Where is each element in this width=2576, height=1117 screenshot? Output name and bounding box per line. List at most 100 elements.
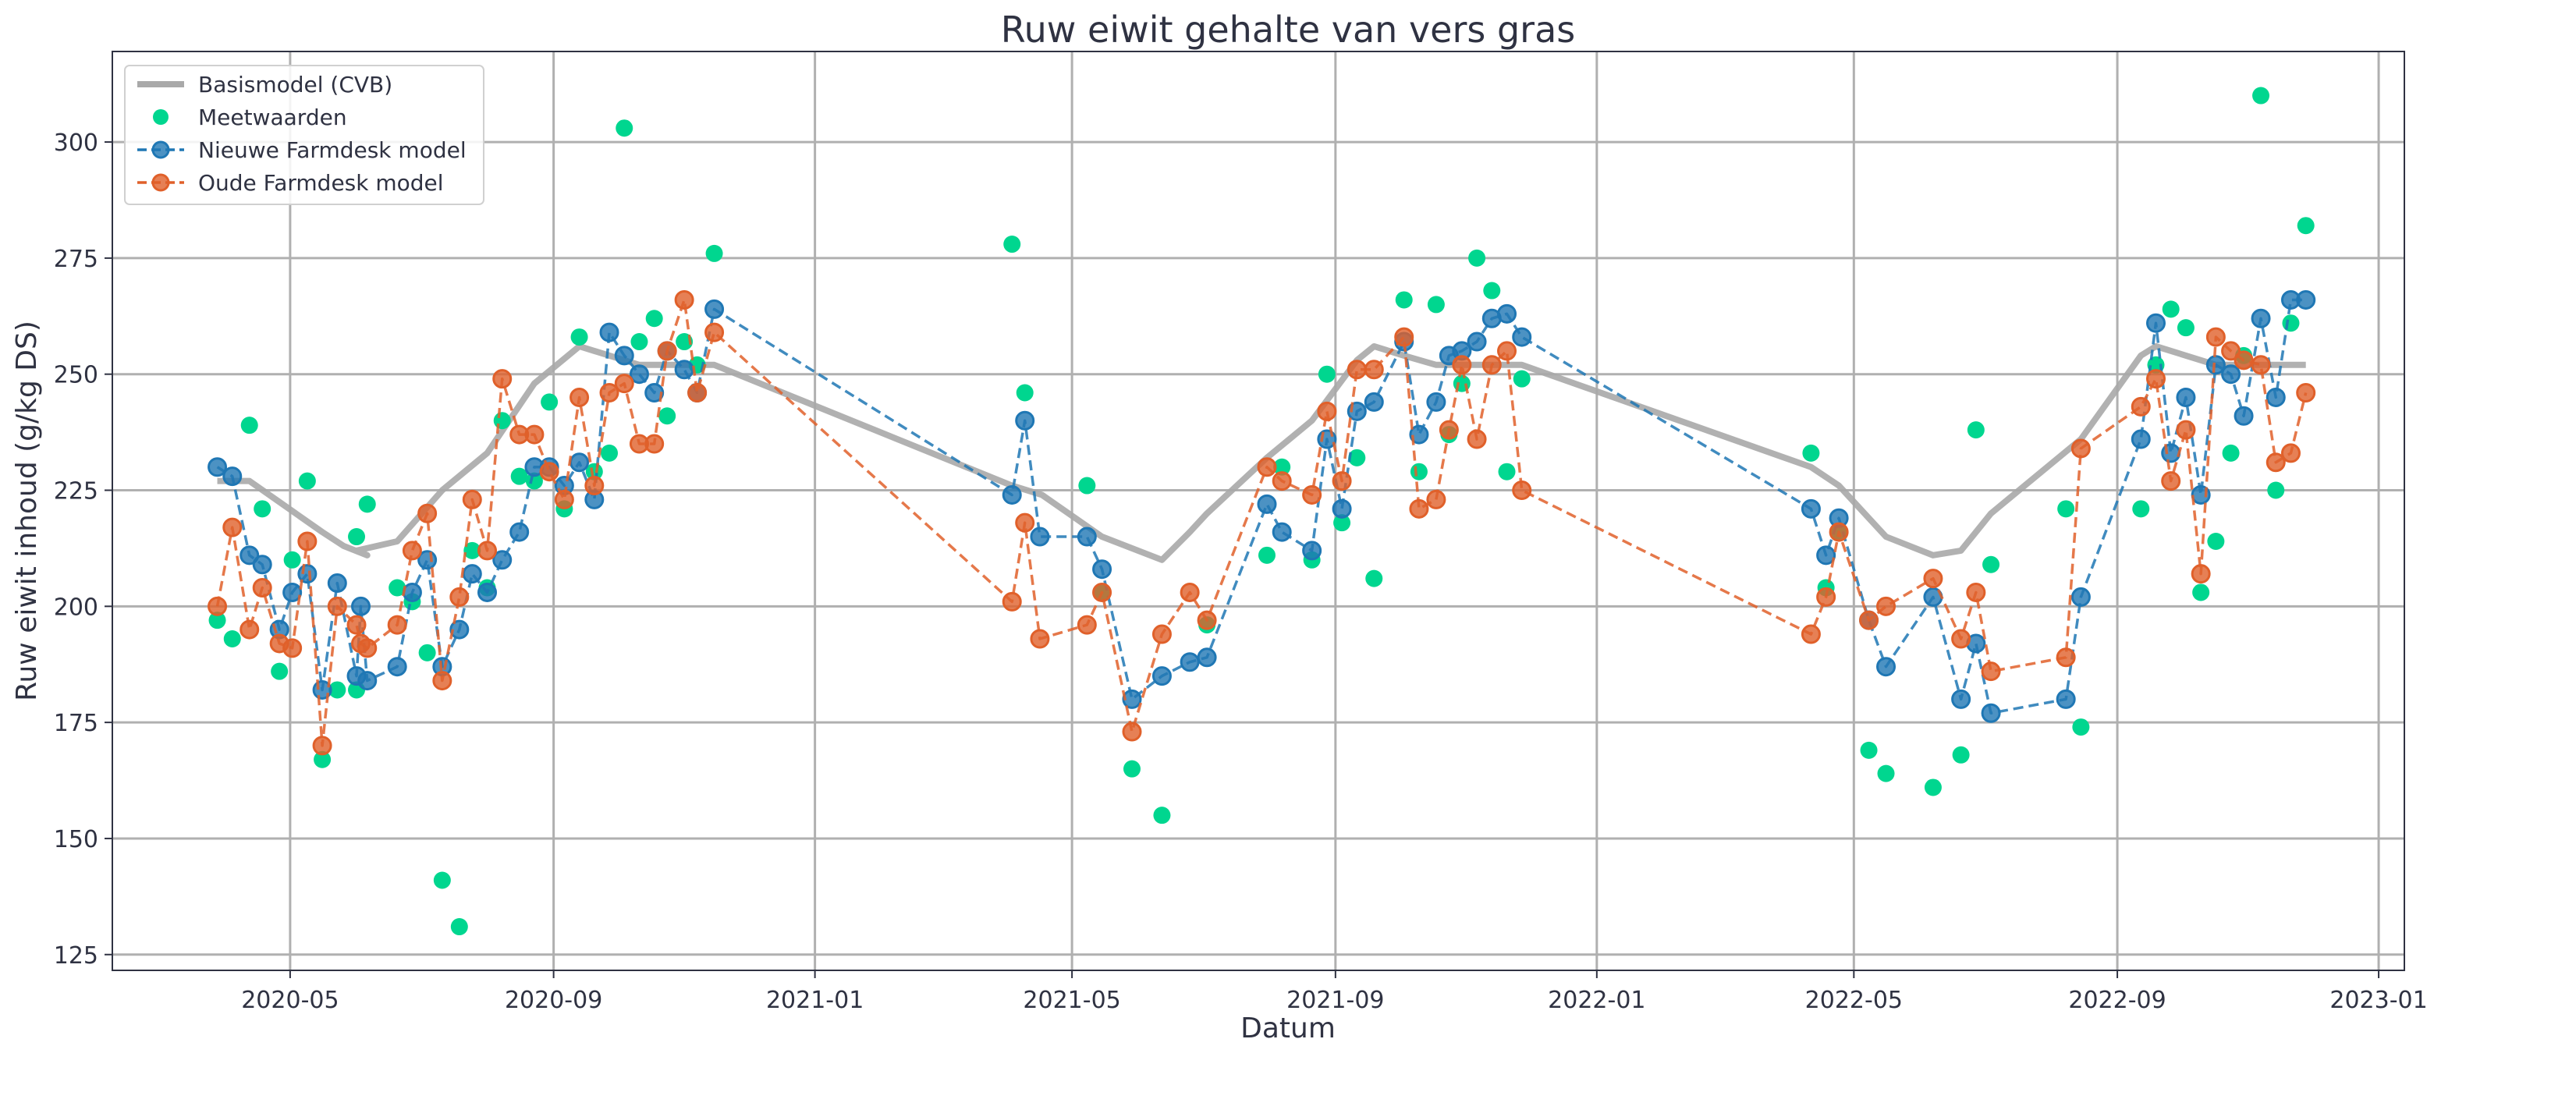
- data-point: [1332, 471, 1352, 491]
- legend-entry-basismodel: Basismodel (CVB): [137, 72, 392, 98]
- data-point: [208, 596, 228, 616]
- data-point: [1409, 424, 1429, 445]
- data-point: [1497, 303, 1517, 324]
- legend-box: [124, 65, 484, 205]
- data-point: [1257, 494, 1277, 514]
- data-point: [2280, 443, 2301, 463]
- data-point: [599, 322, 619, 342]
- data-point: [462, 489, 482, 509]
- data-point: [1513, 370, 1531, 388]
- data-point: [1002, 484, 1022, 505]
- data-point: [283, 551, 301, 569]
- data-point: [1395, 291, 1413, 309]
- data-point: [222, 517, 243, 537]
- data-point: [449, 587, 470, 607]
- data-point: [252, 578, 272, 598]
- data-point: [1302, 541, 1322, 561]
- legend-entry-meetwaarden: Meetwaarden: [153, 105, 347, 130]
- x-tick-label: 2022-01: [1548, 987, 1645, 1014]
- data-point: [450, 918, 468, 936]
- data-point: [2070, 438, 2091, 459]
- legend-entry-nieuwe-farmdesk: Nieuwe Farmdesk model: [137, 137, 467, 163]
- data-point: [402, 541, 422, 561]
- data-point: [2056, 647, 2076, 668]
- data-point: [1951, 689, 1971, 709]
- data-point: [1364, 360, 1384, 380]
- data-point: [1512, 480, 1532, 501]
- ticks: 2020-05 2020-09 2021-01 2021-05 2021-09 2022-…: [54, 129, 2428, 1014]
- nieuwe-farmdesk-line: [216, 298, 2306, 715]
- data-point: [2205, 327, 2226, 347]
- x-tick-label: 2022-09: [2068, 987, 2166, 1014]
- data-point: [1439, 420, 1459, 440]
- data-point: [1092, 559, 1112, 580]
- legend: Basismodel (CVB) Meetwaarden Nieuwe Farmde…: [124, 65, 484, 205]
- data-point: [1467, 332, 1487, 352]
- data-point: [2191, 564, 2211, 584]
- data-point: [616, 119, 633, 137]
- data-point: [1122, 722, 1142, 742]
- data-point: [1078, 477, 1096, 495]
- data-point: [2072, 718, 2090, 736]
- legend-marker-swatch: [151, 173, 170, 192]
- data-point: [1512, 327, 1532, 347]
- data-point: [1122, 689, 1142, 709]
- data-point: [1015, 512, 1035, 533]
- data-point: [1318, 365, 1336, 383]
- data-point: [1801, 498, 1821, 519]
- data-point: [271, 662, 289, 680]
- data-point: [2056, 689, 2076, 709]
- data-point: [1272, 471, 1292, 491]
- data-point: [1467, 429, 1487, 449]
- data-point: [1092, 582, 1112, 602]
- data-point: [645, 310, 663, 328]
- data-point: [492, 369, 513, 389]
- data-point: [2207, 532, 2225, 550]
- data-point: [1347, 360, 1367, 380]
- data-point: [1016, 384, 1034, 402]
- y-tick-label: 175: [54, 710, 98, 737]
- data-point: [1498, 463, 1516, 480]
- data-point: [240, 417, 258, 434]
- data-point: [2221, 341, 2241, 361]
- data-point: [2145, 369, 2166, 389]
- x-tick-label: 2023-01: [2329, 987, 2427, 1014]
- data-point: [569, 452, 590, 473]
- x-tick-label: 2022-05: [1805, 987, 1903, 1014]
- data-point: [541, 393, 559, 411]
- series-oude-farmdesk: [208, 289, 2316, 756]
- data-point: [1860, 741, 1878, 759]
- data-point: [1497, 341, 1517, 361]
- data-point: [240, 545, 260, 566]
- data-point: [1197, 610, 1217, 630]
- data-point: [314, 750, 332, 768]
- data-point: [477, 541, 498, 561]
- data-point: [2131, 429, 2151, 449]
- data-point: [524, 424, 545, 445]
- y-tick-label: 200: [54, 594, 98, 621]
- data-point: [510, 467, 528, 485]
- y-axis-label: Ruw eiwit inhoud (g/kg DS): [11, 321, 43, 701]
- data-point: [417, 503, 438, 523]
- y-tick-label: 125: [54, 942, 98, 970]
- data-point: [351, 596, 371, 616]
- data-point: [705, 244, 723, 262]
- data-point: [282, 582, 303, 602]
- data-point: [348, 528, 366, 546]
- data-point: [1151, 666, 1172, 686]
- data-point: [433, 871, 451, 889]
- x-tick-label: 2020-05: [241, 987, 339, 1014]
- data-point: [614, 374, 634, 394]
- plot-frame: [112, 51, 2405, 971]
- legend-label: Basismodel (CVB): [198, 72, 392, 98]
- x-tick-label: 2021-09: [1286, 987, 1384, 1014]
- data-point: [2234, 350, 2254, 371]
- data-point: [346, 615, 367, 635]
- data-point: [418, 644, 436, 661]
- legend-marker-swatch: [153, 109, 169, 125]
- data-point: [2296, 383, 2316, 403]
- data-point: [1332, 498, 1352, 519]
- data-point: [1966, 582, 1986, 602]
- data-point: [1967, 421, 1985, 439]
- data-point: [2162, 300, 2180, 318]
